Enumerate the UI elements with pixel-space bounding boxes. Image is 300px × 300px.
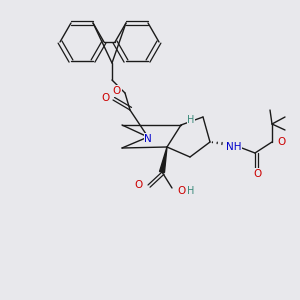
Text: O: O	[135, 180, 143, 190]
Text: N: N	[144, 134, 152, 144]
Text: O: O	[253, 169, 261, 179]
Text: O: O	[102, 93, 110, 103]
Polygon shape	[160, 147, 167, 172]
Text: O: O	[277, 137, 285, 147]
Text: H: H	[187, 186, 194, 196]
Text: NH: NH	[226, 142, 242, 152]
Text: O: O	[177, 186, 185, 196]
Text: H: H	[187, 115, 195, 125]
Text: O: O	[113, 86, 121, 96]
